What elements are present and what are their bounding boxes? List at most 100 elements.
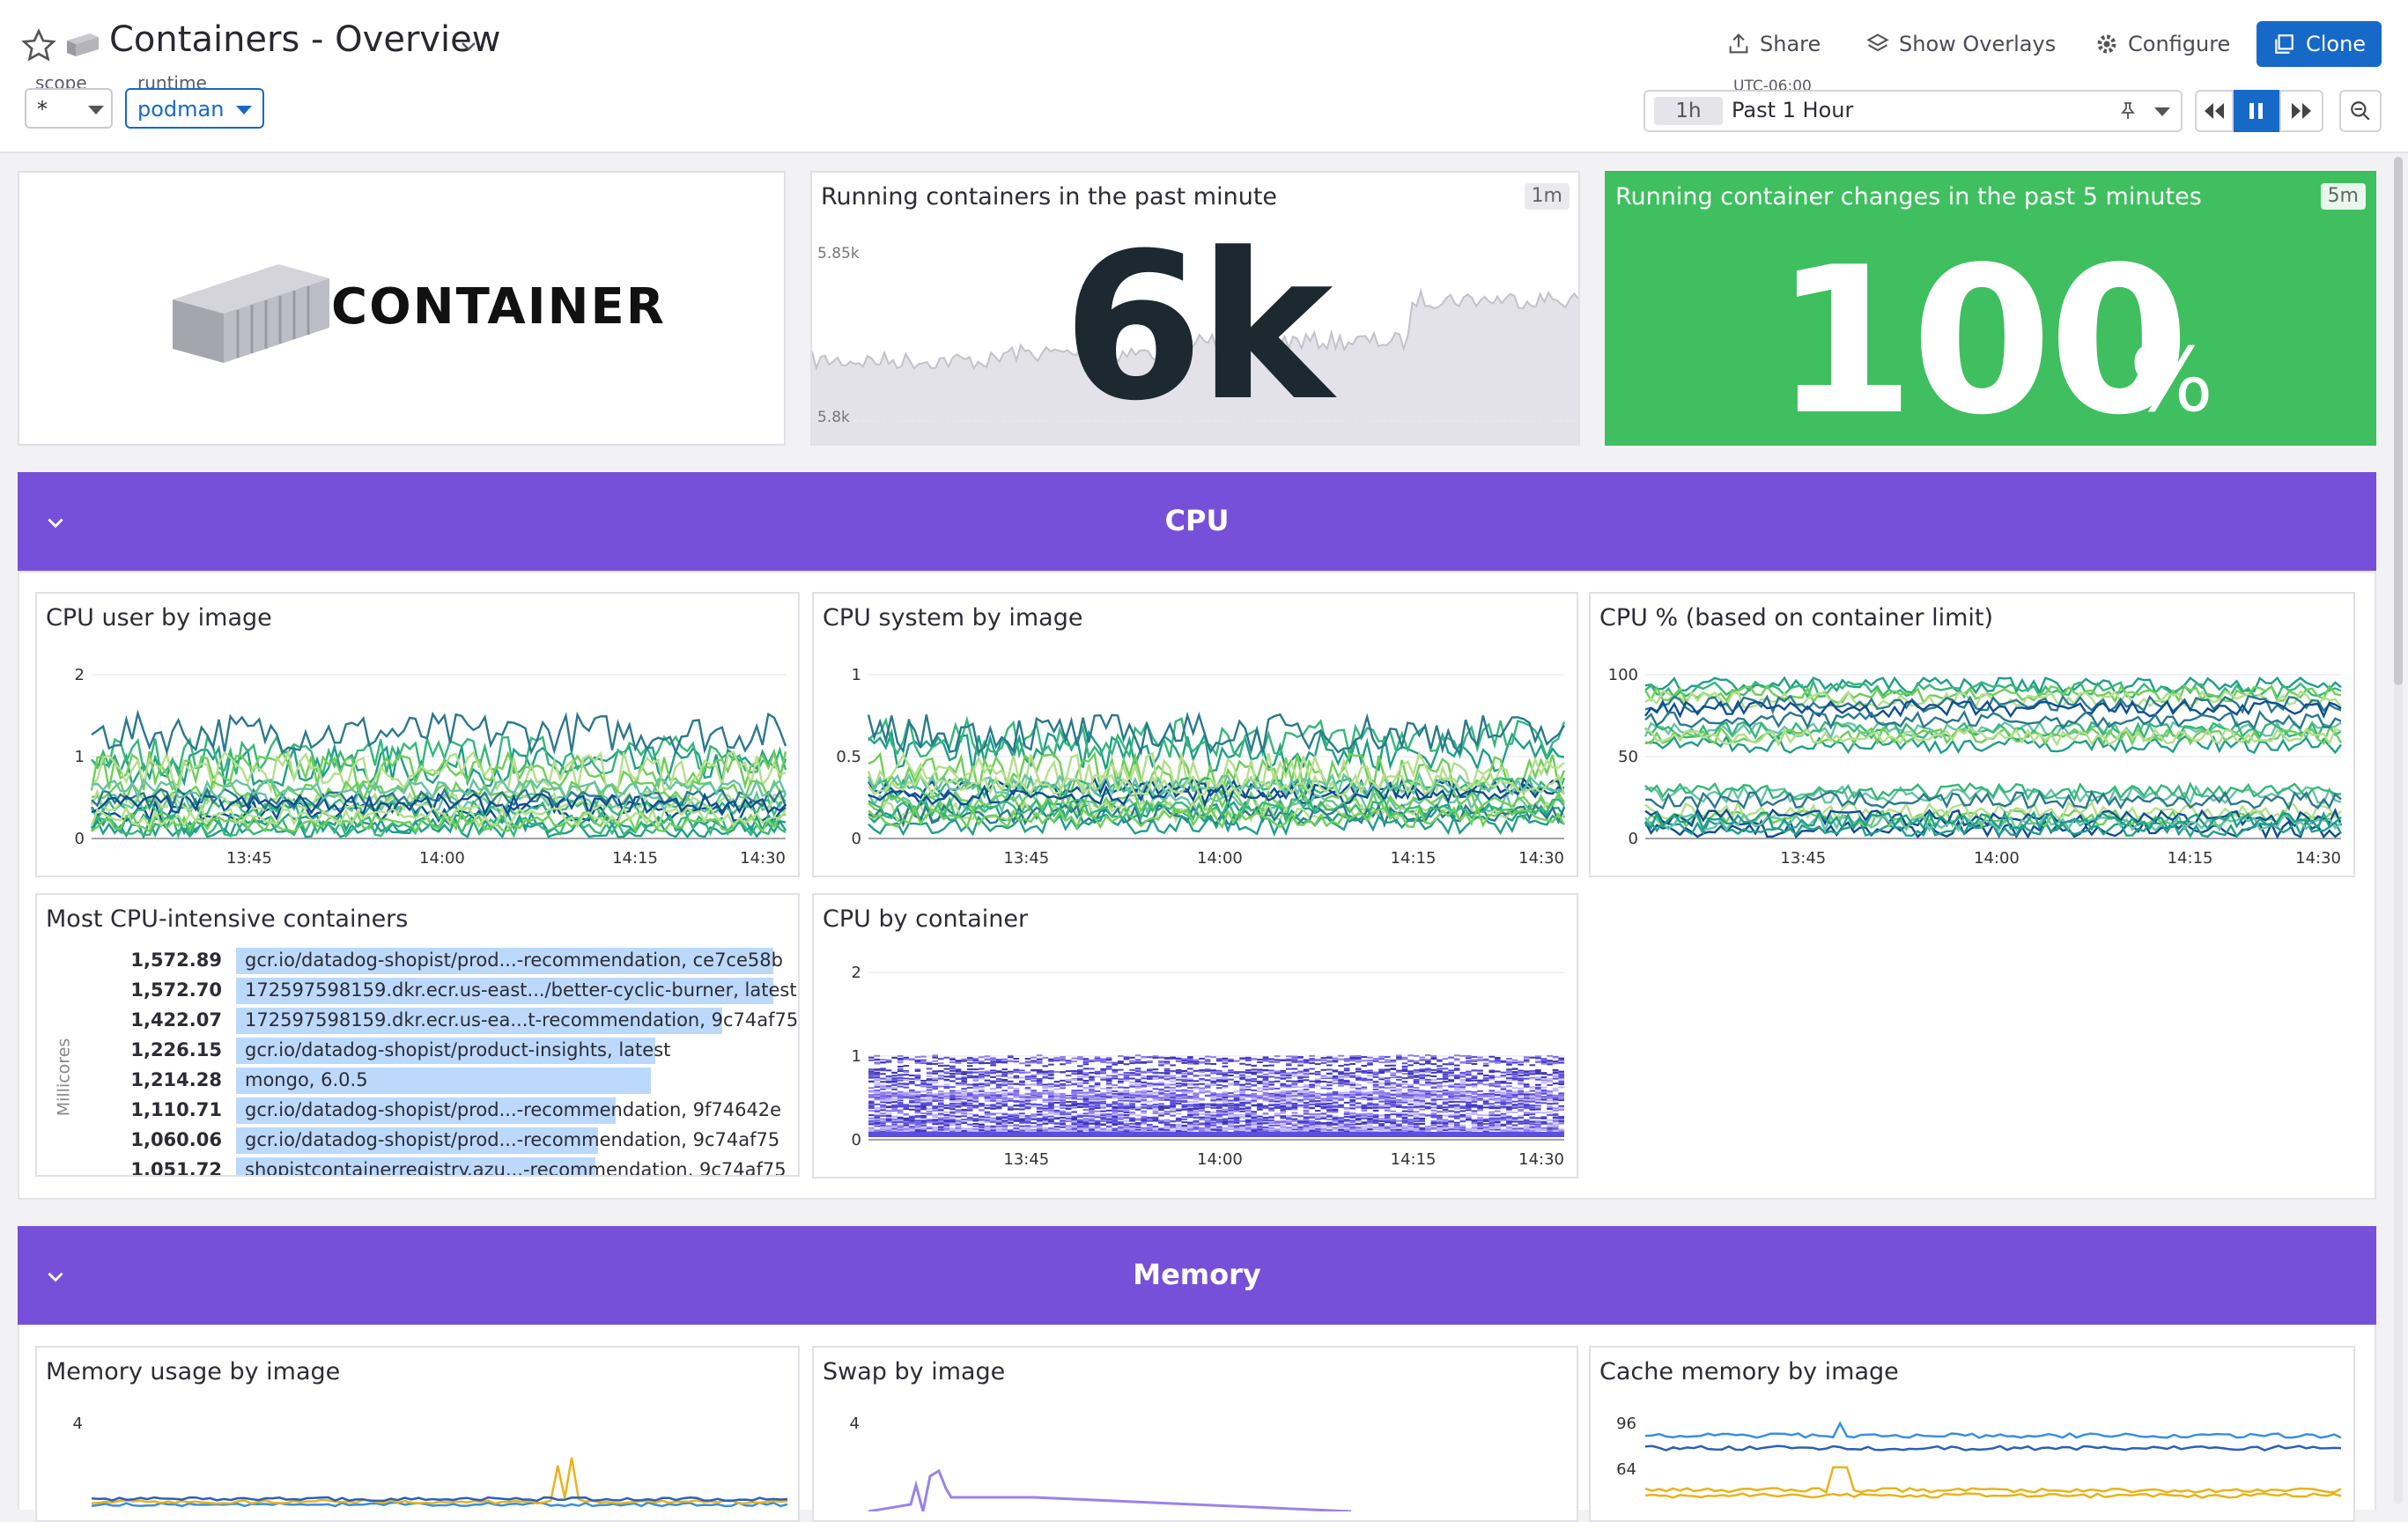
top-list-label: gcr.io/datadog-shopist/prod...-recommend… (245, 1129, 779, 1150)
configure-button[interactable]: Configure (2094, 25, 2230, 63)
dashboard-header: Containers - Overview scope * runtime po… (0, 0, 2408, 153)
top-list-label: mongo, 6.0.5 (245, 1069, 368, 1090)
chevron-down-icon[interactable] (458, 35, 479, 56)
x-tick-label: 14:15 (1391, 1150, 1437, 1169)
widget-title: Running container changes in the past 5 … (1615, 183, 2202, 211)
x-tick-label: 14:30 (1518, 1150, 1564, 1169)
time-range-picker[interactable]: 1h Past 1 Hour (1643, 90, 2183, 132)
widget-title: CPU by container (823, 905, 1028, 933)
x-tick-label: 14:00 (419, 849, 465, 868)
scope-select[interactable]: * (25, 88, 113, 129)
series-lines (92, 713, 786, 837)
fast-forward-button[interactable] (2279, 90, 2323, 132)
widget-title: CPU system by image (823, 604, 1082, 632)
y-tick-label: 0 (75, 830, 85, 848)
page-title: Containers - Overview (109, 19, 501, 60)
clone-button[interactable]: Clone (2257, 21, 2382, 67)
x-tick-label: 14:30 (2295, 849, 2341, 868)
caret-down-icon[interactable] (2154, 107, 2170, 116)
container-icon (63, 26, 102, 62)
timeframe-badge: 1m (1525, 183, 1570, 210)
x-tick-label: 13:45 (1780, 849, 1826, 868)
top-list-value: 1,214.28 (90, 1069, 222, 1090)
timeframe-badge: 5m (2321, 183, 2366, 210)
top-list-value: 1,572.89 (90, 949, 222, 971)
copy-icon (2272, 33, 2295, 55)
section-title: CPU (18, 504, 2376, 537)
time-short-pill: 1h (1654, 97, 1723, 125)
x-tick-label: 13:45 (1003, 1150, 1049, 1169)
top-cpu-widget: Most CPU-intensive containers Millicores… (35, 893, 800, 1177)
logo-text: CONTAINER (331, 278, 666, 336)
shipping-container-icon (169, 238, 333, 366)
series-line (868, 714, 1564, 753)
series-lines (1645, 678, 2341, 837)
widget-title: CPU % (based on container limit) (1599, 604, 1993, 632)
rewind-button[interactable] (2195, 90, 2234, 132)
top-list-value: 1,226.15 (90, 1039, 222, 1060)
top-list-value: 1,060.06 (90, 1129, 222, 1150)
x-tick-label: 14:30 (1518, 849, 1564, 868)
top-list-value: 1,051.72 (90, 1159, 222, 1177)
rewind-icon (2203, 101, 2226, 121)
top-list-value: 1,422.07 (90, 1009, 222, 1031)
top-list: 1,572.89 gcr.io/datadog-shopist/prod...-r… (37, 948, 798, 1177)
y-tick-label: 2 (75, 666, 85, 684)
y-tick-label: 0 (852, 1131, 861, 1149)
top-list-label: gcr.io/datadog-shopist/prod...-recommend… (245, 949, 783, 971)
time-range-label: Past 1 Hour (1732, 98, 1853, 122)
gear-icon (2094, 32, 2119, 56)
container-changes-widget: Running container changes in the past 5 … (1605, 171, 2376, 446)
y-tick-label: 2 (852, 964, 861, 982)
y-tick-label: 50 (1618, 748, 1638, 766)
series-lines (868, 714, 1564, 834)
cpu-section-header[interactable]: CPU (18, 472, 2376, 571)
logo-panel: CONTAINER (18, 171, 786, 446)
x-tick-label: 13:45 (226, 849, 272, 868)
top-list-label: 172597598159.dkr.ecr.us-ea...t-recommend… (245, 1009, 798, 1031)
layers-icon (1865, 32, 1890, 56)
scope-value: * (37, 97, 48, 122)
y-tick-label: 1 (852, 1047, 861, 1066)
top-list-label: gcr.io/datadog-shopist/product-insights,… (245, 1039, 670, 1060)
top-list-label: gcr.io/datadog-shopist/prod...-recommend… (245, 1099, 781, 1120)
pin-icon[interactable] (2117, 100, 2138, 122)
x-tick-label: 14:00 (1197, 1150, 1243, 1169)
y-tick-label: 0.5 (836, 748, 861, 766)
x-tick-label: 14:00 (1974, 849, 2020, 868)
caret-down-icon (236, 106, 252, 115)
y-tick-label: 0 (852, 830, 861, 848)
x-tick-label: 14:30 (740, 849, 786, 868)
running-containers-widget: Running containers in the past minute 1m… (810, 171, 1580, 446)
show-overlays-button[interactable]: Show Overlays (1865, 25, 2056, 63)
query-value-unit: % (2130, 336, 2213, 425)
x-tick-label: 14:00 (1197, 849, 1243, 868)
share-icon (1726, 32, 1751, 56)
y-tick-label: 100 (1608, 666, 1638, 684)
star-icon[interactable] (21, 28, 56, 63)
pause-button[interactable] (2234, 90, 2279, 132)
y-tick-label: 1 (852, 666, 861, 684)
widget-title: Most CPU-intensive containers (46, 905, 408, 933)
cpu-by-container-widget: CPU by container 0 1 2 13:45 14:00 14:15 14:30 (812, 893, 1578, 1178)
x-tick-label: 14:15 (2168, 849, 2213, 868)
widget-title: Running containers in the past minute (821, 183, 1277, 211)
share-button[interactable]: Share (1726, 25, 1821, 63)
query-value: 100 (1774, 241, 2186, 444)
query-value: 6k (812, 227, 1578, 430)
caret-down-icon (88, 106, 104, 115)
zoom-out-icon (2349, 100, 2372, 122)
top-list-value: 1,572.70 (90, 979, 222, 1001)
top-list-label: shopistcontainerregistry.azu...-recommen… (245, 1159, 787, 1177)
zoom-out-button[interactable] (2339, 90, 2382, 132)
x-tick-label: 13:45 (1003, 849, 1049, 868)
cpu-by-container-chart: 0 1 2 13:45 14:00 14:15 14:30 (814, 941, 1577, 1178)
runtime-select[interactable]: podman (125, 88, 264, 129)
x-tick-label: 14:15 (612, 849, 658, 868)
top-list-label: 172597598159.dkr.ecr.us-east.../better-c… (245, 979, 797, 1001)
